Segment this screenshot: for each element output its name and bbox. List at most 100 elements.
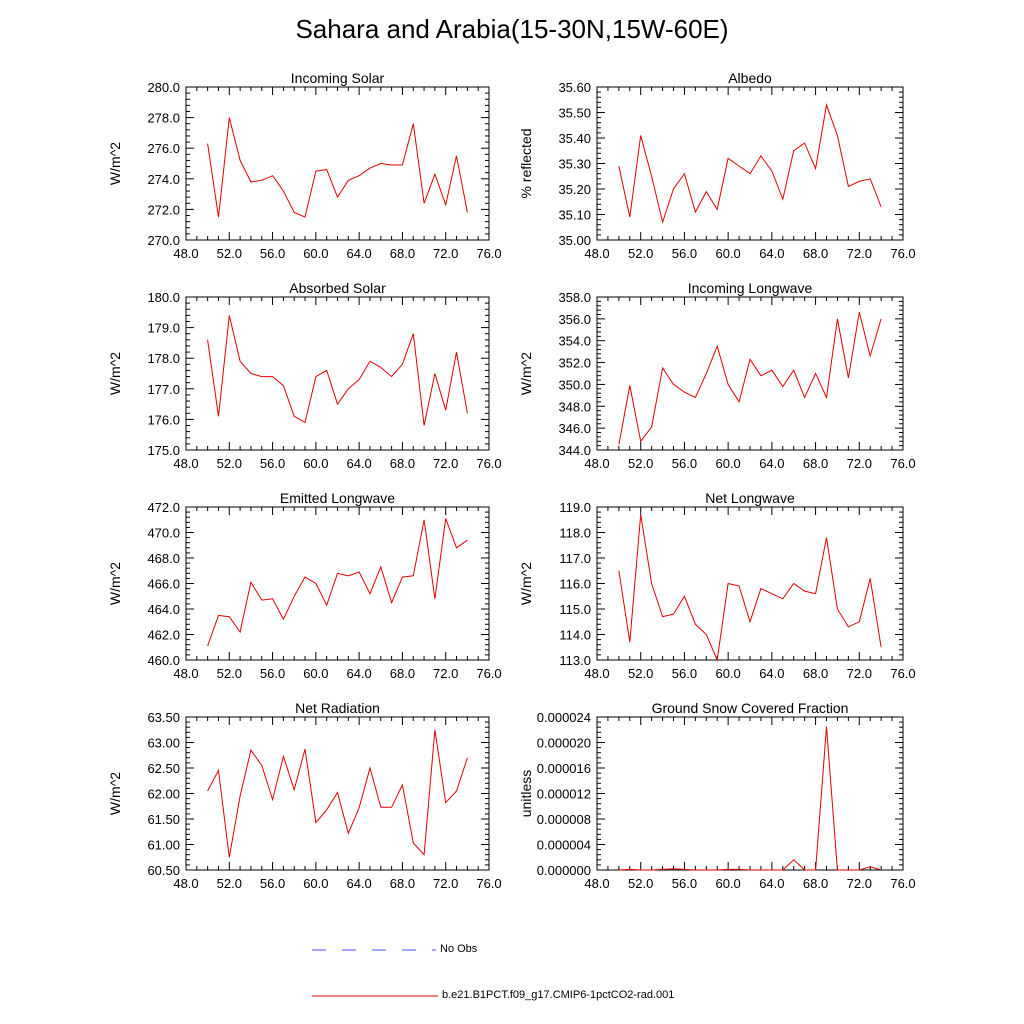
x-tick-label: 48.0: [173, 876, 198, 891]
y-tick-label: 348.0: [558, 399, 591, 414]
y-tick-label: 175.0: [147, 443, 180, 458]
y-tick-label: 276.0: [147, 141, 180, 156]
y-tick-label: 114.0: [559, 628, 591, 643]
x-tick-label: 64.0: [346, 456, 371, 471]
y-tick-label: 358.0: [558, 290, 591, 305]
y-tick-label: 468.0: [147, 551, 180, 566]
y-tick-label: 274.0: [147, 172, 180, 187]
chart-title: Absorbed Solar: [289, 280, 386, 296]
legend-label-no-obs: No Obs: [440, 943, 478, 955]
y-tick-label: 35.40: [558, 131, 591, 146]
x-tick-label: 64.0: [759, 246, 784, 261]
y-tick-label: 115.0: [559, 602, 591, 617]
x-tick-label: 68.0: [803, 246, 828, 261]
x-tick-label: 52.0: [217, 876, 242, 891]
x-tick-label: 76.0: [476, 666, 501, 681]
y-axis-label: W/m^2: [518, 562, 534, 605]
x-tick-label: 60.0: [303, 876, 328, 891]
plot-frame: [596, 296, 904, 451]
y-axis-label: W/m^2: [107, 772, 123, 815]
series-line: [207, 729, 468, 858]
x-tick-label: 56.0: [260, 876, 285, 891]
plot-frame: [185, 86, 490, 241]
y-tick-label: 63.50: [147, 710, 180, 725]
x-tick-label: 76.0: [476, 246, 501, 261]
x-tick-label: 52.0: [217, 666, 242, 681]
chart-panel-5: Emitted Longwave W/m^2 48.0 52.0 56.0 60.0 64.…: [107, 490, 502, 681]
x-tick-label: 56.0: [260, 666, 285, 681]
series-line: [618, 102, 882, 224]
y-tick-label: 354.0: [558, 334, 591, 349]
y-tick-label: 35.60: [558, 80, 591, 95]
y-tick-label: 464.0: [147, 602, 180, 617]
x-tick-label: 68.0: [390, 456, 415, 471]
y-tick-label: 0.000012: [537, 787, 591, 802]
x-tick-label: 56.0: [672, 246, 697, 261]
y-tick-label: 116.0: [559, 577, 591, 592]
chart-title: Incoming Solar: [291, 70, 385, 86]
chart-title: Net Radiation: [295, 700, 380, 716]
y-tick-label: 346.0: [558, 421, 591, 436]
y-tick-label: 62.50: [147, 761, 180, 776]
y-tick-label: 462.0: [147, 628, 180, 643]
chart-title: Albedo: [728, 70, 772, 86]
x-tick-label: 52.0: [628, 876, 653, 891]
x-tick-label: 68.0: [803, 456, 828, 471]
y-tick-label: 0.000020: [537, 736, 591, 751]
x-tick-label: 68.0: [390, 666, 415, 681]
legend-line-dashed: [312, 949, 436, 951]
x-tick-label: 76.0: [890, 456, 915, 471]
y-tick-label: 178.0: [147, 351, 180, 366]
y-tick-label: 350.0: [558, 377, 591, 392]
x-tick-label: 56.0: [672, 876, 697, 891]
x-tick-label: 68.0: [390, 246, 415, 261]
x-tick-label: 76.0: [476, 876, 501, 891]
y-tick-label: 117.0: [559, 551, 591, 566]
x-tick-label: 56.0: [672, 666, 697, 681]
y-tick-label: 0.000008: [537, 812, 591, 827]
x-tick-label: 60.0: [715, 456, 740, 471]
x-tick-label: 68.0: [803, 876, 828, 891]
series-line: [207, 315, 468, 426]
plot-frame: [596, 86, 904, 241]
series-line: [207, 518, 468, 647]
plot-frame: [596, 716, 904, 871]
x-tick-label: 76.0: [890, 666, 915, 681]
y-tick-label: 61.50: [147, 812, 180, 827]
plot-frame: [185, 296, 490, 451]
x-tick-label: 72.0: [433, 246, 458, 261]
y-tick-label: 0.000024: [537, 710, 591, 725]
chart-panel-4: Incoming Longwave W/m^2 48.0 52.0 56.0 60.0 64…: [518, 280, 916, 471]
y-tick-label: 176.0: [147, 412, 180, 427]
x-tick-label: 64.0: [759, 876, 784, 891]
y-tick-label: 63.00: [147, 736, 180, 751]
y-tick-label: 472.0: [147, 500, 180, 515]
y-tick-label: 60.50: [147, 863, 180, 878]
x-tick-label: 72.0: [847, 456, 872, 471]
x-tick-label: 56.0: [672, 456, 697, 471]
y-tick-label: 35.20: [558, 182, 591, 197]
y-tick-label: 118.0: [559, 526, 591, 541]
x-tick-label: 60.0: [715, 666, 740, 681]
x-tick-label: 48.0: [173, 246, 198, 261]
y-tick-label: 179.0: [147, 321, 180, 336]
x-tick-label: 56.0: [260, 456, 285, 471]
x-tick-label: 72.0: [847, 876, 872, 891]
chart-panel-7: Net Radiation W/m^2 48.0 52.0 56.0 60.0 64.0 68…: [107, 700, 502, 891]
x-tick-label: 60.0: [303, 456, 328, 471]
y-tick-label: 119.0: [559, 500, 591, 515]
x-tick-label: 76.0: [890, 876, 915, 891]
x-tick-label: 60.0: [715, 876, 740, 891]
y-tick-label: 35.30: [558, 157, 591, 172]
x-tick-label: 52.0: [628, 666, 653, 681]
x-tick-label: 64.0: [759, 666, 784, 681]
y-tick-label: 280.0: [147, 80, 180, 95]
legend-line-solid: [312, 995, 438, 997]
y-tick-label: 35.50: [558, 106, 591, 121]
legend-label-model: b.e21.B1PCT.f09_g17.CMIP6-1pctCO2-rad.00…: [442, 989, 675, 1001]
x-tick-label: 64.0: [759, 456, 784, 471]
x-tick-label: 72.0: [433, 666, 458, 681]
x-tick-label: 48.0: [584, 456, 609, 471]
x-tick-label: 64.0: [346, 246, 371, 261]
